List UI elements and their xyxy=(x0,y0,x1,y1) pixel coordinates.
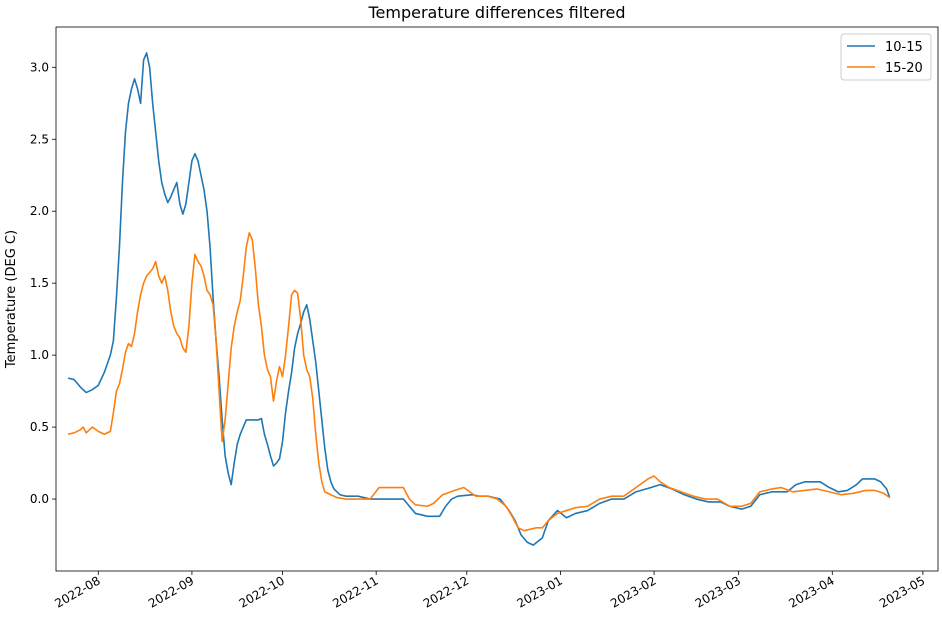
x-axis: 2022-08 2022-09 2022-10 2022-11 2022-12 2023-… xyxy=(52,571,927,611)
plot-frame xyxy=(55,26,939,572)
y-tick-label: 0.0 xyxy=(30,492,49,506)
x-tick-label: 2023-03 xyxy=(693,573,743,610)
legend: 10-15 15-20 xyxy=(840,33,932,81)
x-tick-label: 2023-02 xyxy=(608,573,658,610)
x-tick-label: 2022-09 xyxy=(146,573,196,610)
y-tick-label: 1.0 xyxy=(30,348,49,362)
series-line-2 xyxy=(67,232,891,532)
y-tick-label: 2.5 xyxy=(30,132,49,146)
legend-label-1: 10-15 xyxy=(885,40,923,55)
series-layer xyxy=(67,52,891,546)
y-tick-label: 3.0 xyxy=(30,60,49,74)
y-tick-label: 0.5 xyxy=(30,420,49,434)
x-tick-label: 2022-11 xyxy=(330,573,380,610)
y-tick-label: 1.5 xyxy=(30,276,49,290)
y-tick-label: 2.0 xyxy=(30,204,49,218)
x-tick-label: 2023-05 xyxy=(877,573,927,610)
x-tick-label: 2023-01 xyxy=(515,573,565,610)
x-tick-label: 2023-04 xyxy=(786,573,836,610)
x-tick-label: 2022-12 xyxy=(421,573,471,610)
chart-title: Temperature differences filtered xyxy=(367,3,625,22)
x-tick-label: 2022-08 xyxy=(52,573,102,610)
y-axis: 0.0 0.5 1.0 1.5 2.0 2.5 3.0 xyxy=(30,60,56,506)
y-axis-label: Temperature (DEG C) xyxy=(4,230,19,369)
x-tick-label: 2022-10 xyxy=(237,573,287,610)
legend-label-2: 15-20 xyxy=(885,61,923,76)
plot-area xyxy=(55,26,939,572)
